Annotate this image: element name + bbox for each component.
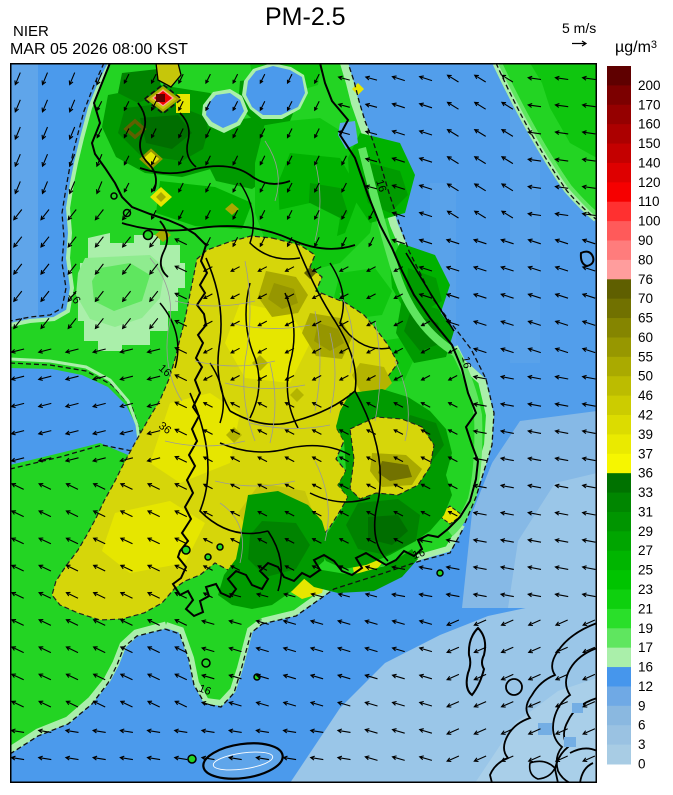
svg-text:65: 65 — [638, 311, 653, 326]
svg-text:27: 27 — [638, 543, 653, 558]
svg-text:21: 21 — [638, 601, 653, 616]
svg-text:55: 55 — [638, 349, 653, 364]
svg-text:80: 80 — [638, 252, 653, 267]
svg-text:16: 16 — [373, 178, 388, 193]
svg-text:42: 42 — [638, 408, 653, 423]
svg-text:200: 200 — [638, 78, 661, 93]
svg-text:16: 16 — [459, 355, 473, 369]
svg-text:37: 37 — [638, 446, 653, 461]
svg-text:160: 160 — [638, 117, 661, 132]
svg-text:6: 6 — [638, 718, 646, 733]
svg-text:150: 150 — [638, 136, 661, 151]
svg-text:110: 110 — [638, 194, 660, 209]
svg-text:16: 16 — [411, 547, 426, 562]
svg-text:46: 46 — [638, 388, 653, 403]
svg-text:39: 39 — [638, 427, 653, 442]
svg-text:9: 9 — [638, 698, 646, 713]
svg-text:70: 70 — [638, 291, 653, 306]
svg-text:31: 31 — [638, 504, 653, 519]
svg-text:60: 60 — [638, 330, 653, 345]
svg-text:170: 170 — [638, 97, 661, 112]
svg-text:29: 29 — [638, 524, 653, 539]
svg-text:25: 25 — [638, 563, 653, 578]
svg-text:16: 16 — [66, 289, 83, 306]
svg-text:3: 3 — [638, 737, 646, 752]
svg-text:100: 100 — [638, 214, 661, 229]
svg-text:0: 0 — [638, 757, 646, 772]
svg-text:23: 23 — [638, 582, 653, 597]
svg-text:36: 36 — [638, 466, 653, 481]
svg-text:19: 19 — [638, 621, 653, 636]
svg-text:76: 76 — [638, 272, 653, 287]
svg-text:50: 50 — [638, 369, 653, 384]
svg-text:120: 120 — [638, 175, 661, 190]
svg-text:140: 140 — [638, 155, 661, 170]
svg-text:17: 17 — [638, 640, 653, 655]
svg-text:12: 12 — [638, 679, 653, 694]
svg-text:36: 36 — [156, 420, 173, 437]
svg-text:16: 16 — [638, 660, 653, 675]
svg-text:16: 16 — [197, 683, 213, 698]
svg-text:33: 33 — [638, 485, 653, 500]
svg-text:90: 90 — [638, 233, 653, 248]
